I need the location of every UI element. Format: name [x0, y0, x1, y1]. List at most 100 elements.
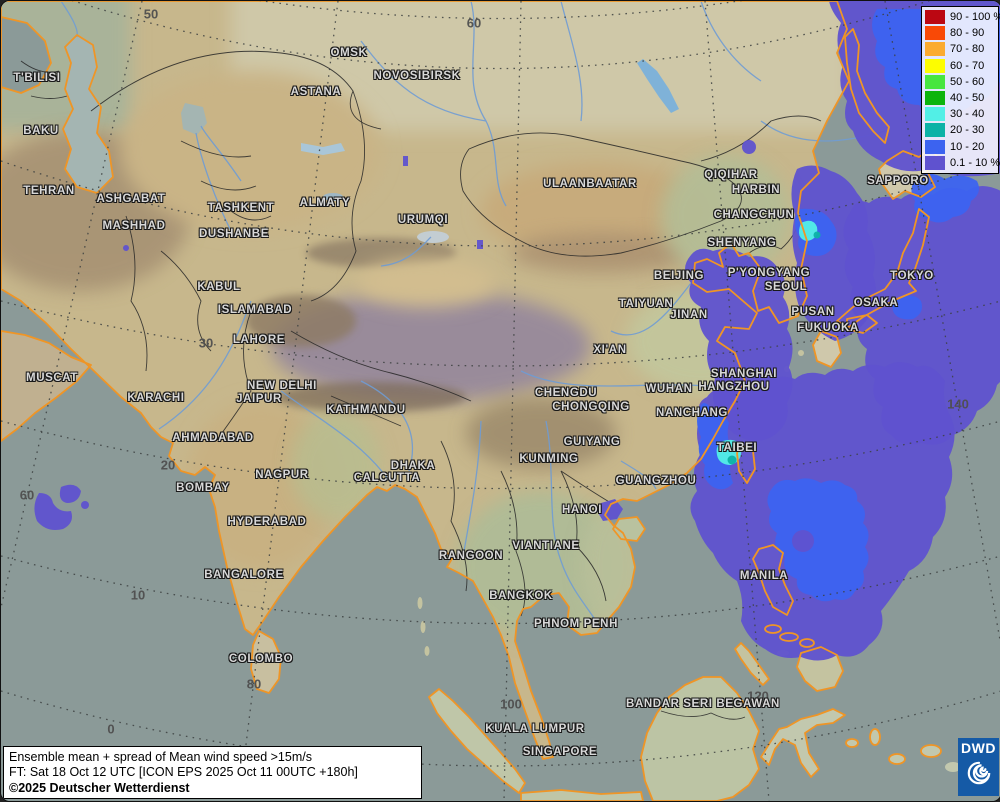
city-label: CHENGDU: [534, 387, 598, 399]
city-label: COLOMBO: [228, 653, 294, 665]
info-box: Ensemble mean + spread of Mean wind spee…: [3, 745, 422, 799]
city-label: XI'AN: [593, 344, 627, 356]
city-label: SHANGHAI: [710, 368, 778, 380]
legend-label: 0.1 - 10 %: [950, 156, 1000, 169]
city-label: KARACHI: [127, 392, 185, 404]
probability-20-30: [727, 231, 821, 465]
city-label: ULAANBAATAR: [543, 178, 637, 190]
legend-swatch: [925, 139, 945, 154]
country-borders: [20, 50, 822, 720]
legend-swatch: [925, 107, 945, 122]
legend-label: 10 - 20: [950, 140, 985, 153]
city-label: OMSK: [330, 47, 368, 59]
legend-row: 90 - 100 %: [924, 9, 1000, 25]
legend-row: 40 - 50: [924, 90, 996, 106]
city-label: GUANGZHOU: [615, 475, 697, 487]
city-label: BANGALORE: [204, 569, 284, 581]
city-label: FUKUOKA: [797, 322, 859, 334]
city-label: CALCUTTA: [353, 472, 421, 484]
city-label: WUHAN: [645, 383, 693, 395]
city-label: PUSAN: [791, 306, 835, 318]
city-label: JINAN: [670, 309, 708, 321]
city-label: KABUL: [197, 281, 241, 293]
legend-row: 0.1 - 10 %: [924, 155, 1000, 171]
city-label: KUALA LUMPUR: [485, 723, 585, 735]
legend-swatch: [925, 10, 945, 25]
legend-swatch: [925, 91, 945, 106]
city-label: P'YONGYANG: [727, 267, 811, 279]
city-label: RANGOON: [438, 550, 504, 562]
forecast-time: FT: Sat 18 Oct 12 UTC [ICON EPS 2025 Oct…: [9, 765, 358, 779]
legend-label: 60 - 70: [950, 59, 985, 72]
grid-coordinate-label: 140: [947, 396, 969, 412]
legend-label: 50 - 60: [950, 75, 985, 88]
city-label: HANOI: [561, 504, 603, 516]
city-label: PHNOM PENH: [534, 618, 618, 630]
probability-legend: 90 - 100 % 80 - 90 70 - 80 60 - 70 50 - 60 40…: [921, 6, 1000, 174]
inland-waters: [1, 17, 679, 243]
city-label: TAIYUAN: [618, 298, 674, 310]
city-label: T'BILISI: [13, 72, 61, 84]
city-label: HYDERABAD: [227, 516, 307, 528]
city-label: ALMATY: [299, 197, 351, 209]
city-label: ISLAMABAD: [217, 304, 293, 316]
city-label: NAGPUR: [255, 469, 309, 481]
city-label: TOKYO: [890, 270, 934, 282]
legend-label: 30 - 40: [950, 108, 985, 121]
legend-row: 70 - 80: [924, 41, 996, 57]
city-label: TASHKENT: [207, 202, 275, 214]
city-label: QIQIHAR: [704, 169, 758, 181]
city-label: NOVOSIBIRSK: [373, 70, 461, 82]
city-label: LAHORE: [232, 334, 286, 346]
city-label: CHONGQING: [552, 401, 630, 413]
city-label: MUSCAT: [26, 372, 78, 384]
city-label: SHENYANG: [707, 237, 777, 249]
legend-row: 10 - 20: [924, 139, 996, 155]
city-label: JAIPUR: [236, 393, 282, 405]
city-label: ASHGABAT: [96, 193, 166, 205]
city-label: BOMBAY: [176, 482, 230, 494]
grid-coordinate-label: 30: [198, 335, 214, 351]
city-label: SEOUL: [764, 281, 808, 293]
legend-swatch: [925, 26, 945, 41]
city-label: CHANGCHUN: [713, 209, 795, 221]
grid-coordinate-label: 60: [19, 487, 35, 503]
legend-label: 40 - 50: [950, 92, 985, 105]
grid-coordinate-label: 80: [246, 676, 262, 692]
legend-label: 70 - 80: [950, 43, 985, 56]
grid-coordinate-label: 0: [107, 721, 115, 737]
city-label: NEW DELHI: [247, 380, 317, 392]
city-label: BANGKOK: [489, 590, 553, 602]
city-label: SAPPORO: [867, 175, 929, 187]
legend-row: 60 - 70: [924, 58, 996, 74]
city-label: ASTANA: [290, 86, 342, 98]
city-label: BANDAR SERI BEGAWAN: [626, 698, 780, 710]
legend-row: 20 - 30: [924, 122, 996, 138]
probability-0.1-10: [792, 530, 814, 552]
city-label: MANILA: [739, 570, 789, 582]
dwd-spiral-icon: [967, 761, 990, 785]
city-label: DHAKA: [390, 460, 436, 472]
city-label: DUSHANBE: [199, 228, 269, 240]
legend-swatch: [925, 74, 945, 89]
city-label: HARBIN: [731, 184, 781, 196]
city-label: MASHHAD: [102, 220, 166, 232]
legend-label: 90 - 100 %: [950, 11, 1000, 24]
legend-swatch: [925, 155, 945, 170]
map-title: Ensemble mean + spread of Mean wind spee…: [9, 749, 312, 764]
city-label: KUNMING: [519, 453, 579, 465]
legend-swatch: [925, 58, 945, 73]
city-label: GUIYANG: [563, 436, 621, 448]
grid-coordinate-label: 120: [747, 688, 769, 704]
legend-swatch: [925, 42, 945, 57]
city-label: BAKU: [23, 125, 59, 137]
legend-label: 80 - 90: [950, 27, 985, 40]
grid-coordinate-label: 100: [500, 696, 522, 712]
legend-row: 50 - 60: [924, 74, 996, 90]
city-label: VIANTIANE: [512, 540, 580, 552]
city-label: NANCHANG: [656, 407, 728, 419]
city-label: TEHRAN: [23, 185, 75, 197]
grid-coordinate-label: 60: [466, 15, 482, 31]
